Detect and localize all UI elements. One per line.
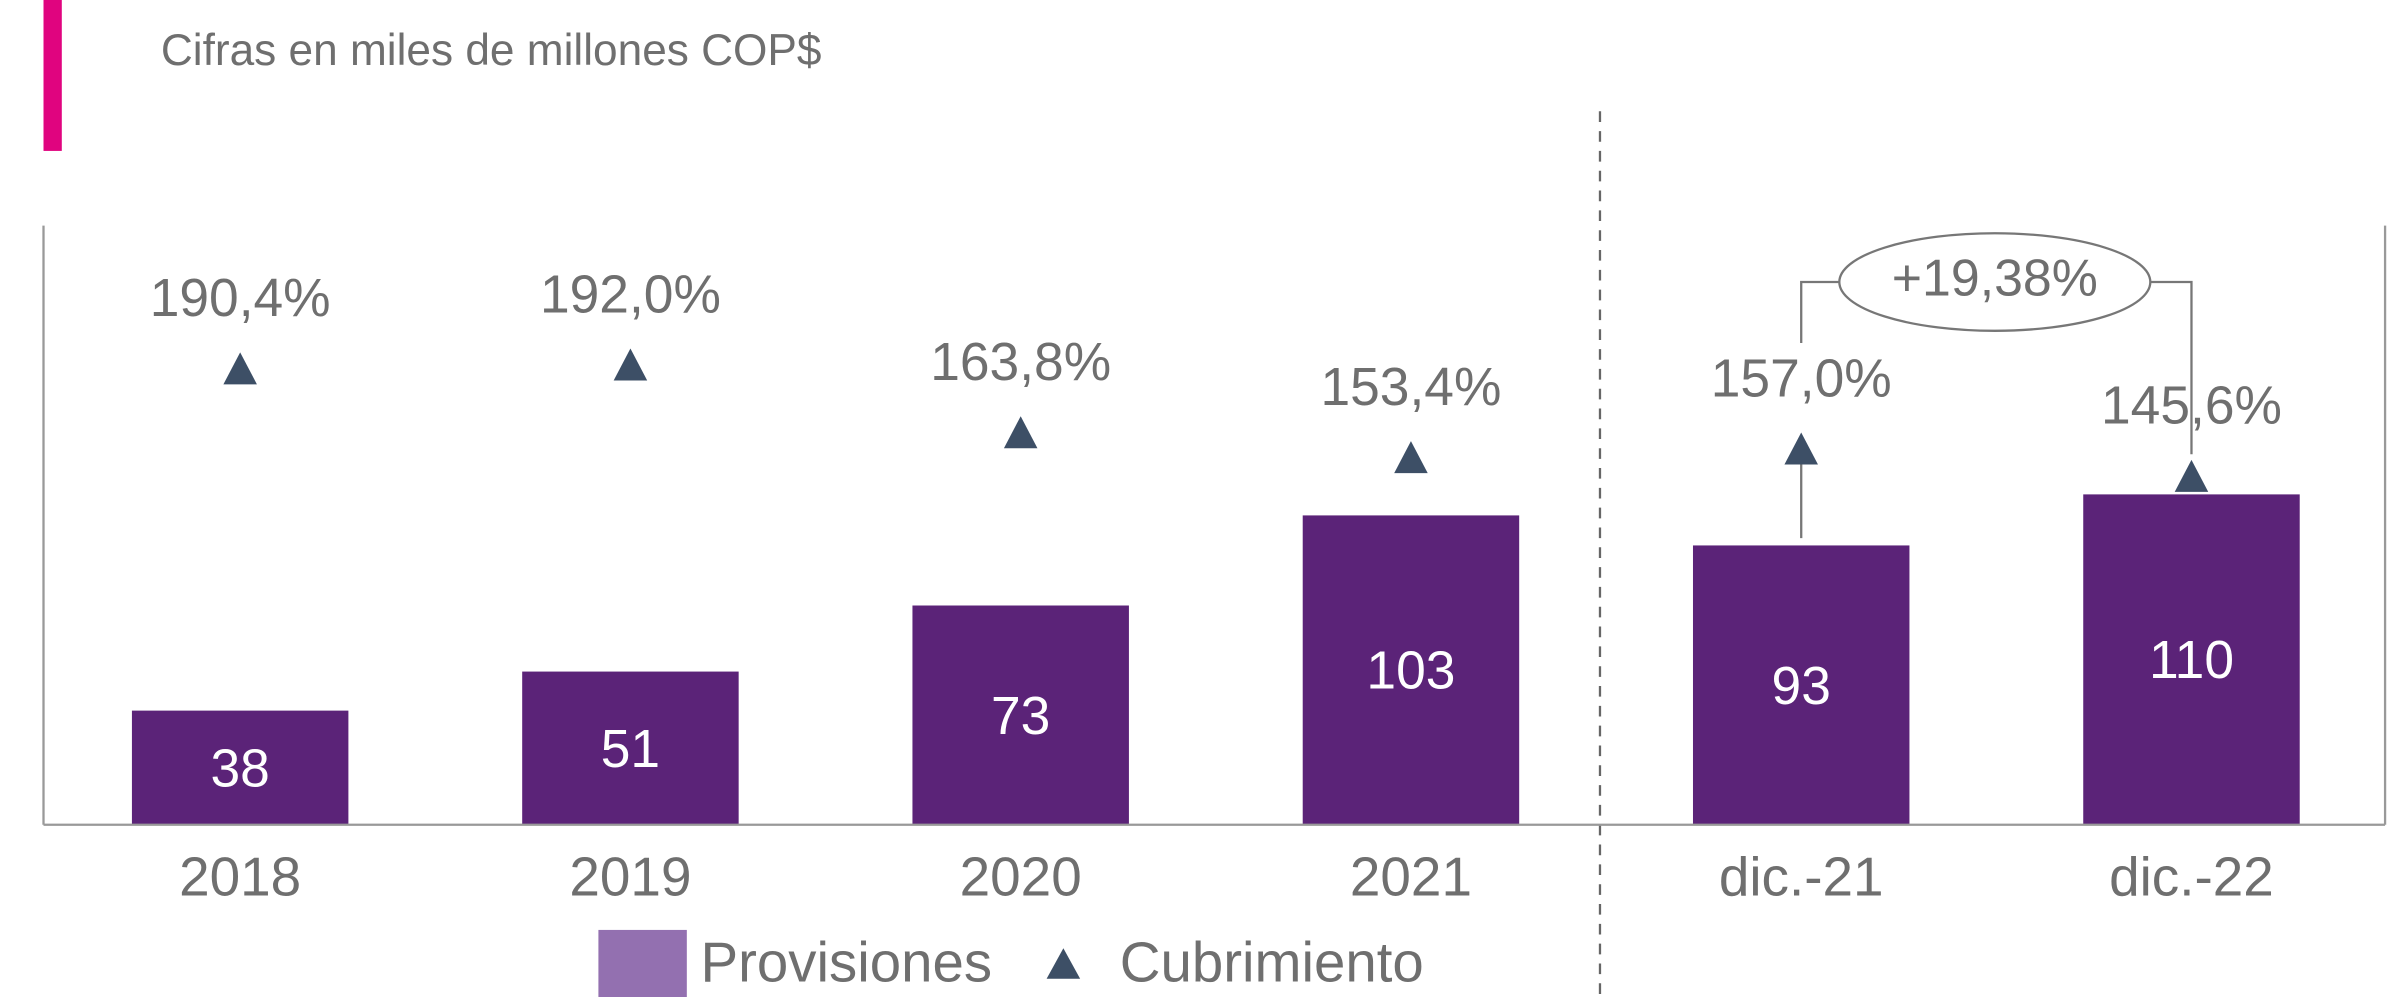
x-tick-label: dic.-22 [2109,846,2274,908]
x-tick-label: 2021 [1350,846,1472,908]
annotation-bracket [1800,232,2193,539]
x-tick-label: 2019 [569,846,691,908]
bar-label: 73 [991,687,1050,746]
x-tick-label: 2018 [179,846,301,908]
accent-bar [43,0,62,151]
triangle-marker [223,352,257,385]
bar-label: 38 [210,739,269,798]
bar-label: 110 [2149,631,2234,690]
marker-label: 163,8% [930,333,1111,392]
bar [522,671,739,825]
legend-label: Cubrimiento [1120,930,1424,993]
legend-swatch [598,929,687,997]
bar-label: 51 [601,720,660,779]
legend-label: Provisiones [701,930,992,993]
bar [1302,515,1520,825]
bar-label: 103 [1366,642,1455,701]
marker-label: 157,0% [1711,349,1892,408]
bar [2083,494,2300,825]
x-tick-label: 2020 [960,846,1082,908]
bar [912,605,1129,825]
triangle-marker [1784,432,1818,465]
triangle-marker [2174,459,2209,492]
x-tick-label: dic.-21 [1719,846,1884,908]
marker-label: 153,4% [1320,358,1501,417]
triangle-marker [1394,441,1428,474]
bar-label: 93 [1772,657,1831,716]
marker-label: 190,4% [150,269,331,328]
bar [1692,545,1910,825]
legend-marker [1046,948,1081,979]
marker-label: 145,6% [2101,377,2282,436]
annotation: +19,38% [1892,249,2098,307]
marker-label: 192,0% [540,265,721,324]
triangle-marker [1003,416,1038,449]
chart-subtitle: Cifras en miles de millones COP$ [161,26,822,75]
bar [131,710,349,825]
triangle-marker [613,348,648,381]
